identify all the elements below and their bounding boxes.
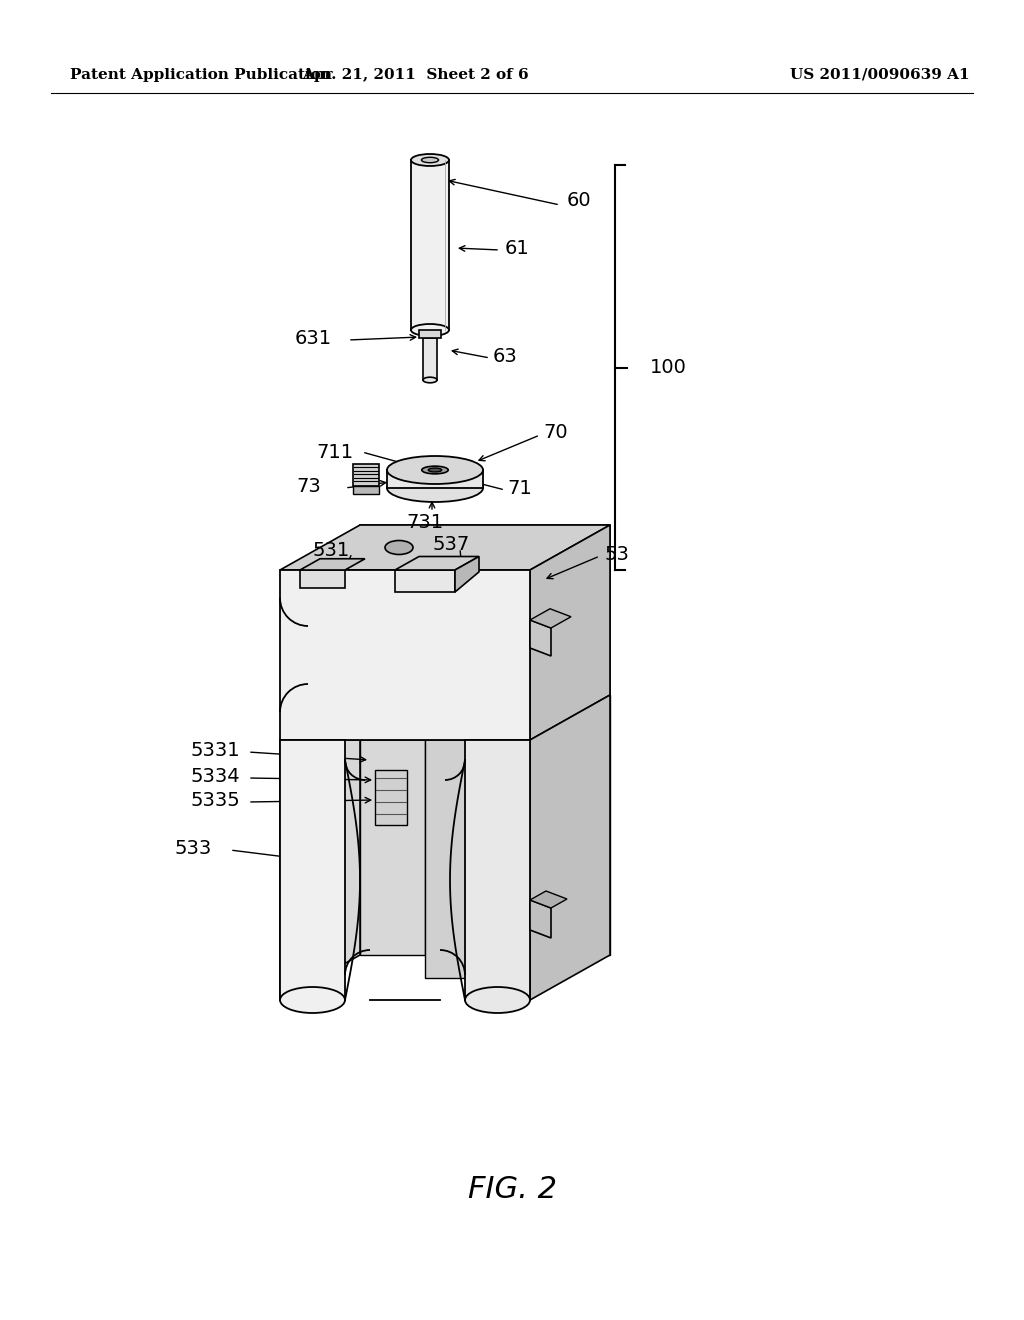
Polygon shape [530, 609, 571, 628]
Polygon shape [395, 570, 455, 591]
Text: 537: 537 [432, 535, 469, 553]
Text: 61: 61 [505, 239, 529, 257]
Text: 70: 70 [543, 422, 567, 441]
Text: 533: 533 [175, 838, 212, 858]
Polygon shape [423, 338, 437, 380]
Polygon shape [425, 696, 545, 978]
Ellipse shape [280, 987, 345, 1012]
Text: 631: 631 [295, 329, 332, 347]
Ellipse shape [387, 474, 483, 502]
Text: 5331: 5331 [190, 741, 240, 759]
Ellipse shape [411, 323, 449, 337]
Ellipse shape [385, 540, 413, 554]
Text: 531: 531 [312, 540, 349, 560]
Text: Patent Application Publication: Patent Application Publication [70, 69, 332, 82]
Ellipse shape [422, 157, 438, 162]
Text: Apr. 21, 2011  Sheet 2 of 6: Apr. 21, 2011 Sheet 2 of 6 [302, 69, 528, 82]
Text: 5335: 5335 [190, 791, 240, 809]
Polygon shape [280, 570, 530, 741]
Polygon shape [360, 525, 610, 696]
Polygon shape [419, 330, 441, 338]
Polygon shape [345, 696, 465, 741]
Ellipse shape [411, 154, 449, 166]
Polygon shape [530, 891, 567, 908]
Polygon shape [530, 620, 551, 656]
Polygon shape [530, 696, 610, 1001]
Text: 731: 731 [406, 512, 443, 532]
Polygon shape [353, 465, 379, 486]
Text: 60: 60 [567, 190, 592, 210]
Polygon shape [387, 470, 483, 488]
Text: 711: 711 [316, 442, 353, 462]
Polygon shape [411, 160, 449, 330]
Text: FIG. 2: FIG. 2 [468, 1176, 556, 1204]
Ellipse shape [465, 987, 530, 1012]
Polygon shape [530, 900, 551, 939]
Polygon shape [300, 570, 345, 587]
Polygon shape [455, 557, 479, 591]
Polygon shape [280, 741, 345, 1001]
Text: 73: 73 [296, 477, 321, 495]
Polygon shape [300, 558, 365, 570]
Polygon shape [280, 525, 610, 570]
Polygon shape [375, 770, 407, 825]
Polygon shape [465, 741, 530, 1001]
Text: 63: 63 [493, 346, 518, 366]
Polygon shape [280, 696, 360, 1001]
Text: 71: 71 [507, 479, 531, 498]
Polygon shape [353, 486, 379, 494]
Polygon shape [360, 696, 425, 954]
Ellipse shape [387, 455, 483, 484]
Ellipse shape [422, 466, 449, 474]
Polygon shape [545, 696, 610, 954]
Ellipse shape [428, 469, 441, 473]
Ellipse shape [423, 378, 437, 383]
Polygon shape [395, 557, 479, 570]
Text: US 2011/0090639 A1: US 2011/0090639 A1 [790, 69, 970, 82]
Text: 53: 53 [605, 544, 630, 564]
Text: 5334: 5334 [190, 767, 240, 785]
Polygon shape [530, 525, 610, 741]
Text: 100: 100 [650, 358, 687, 378]
